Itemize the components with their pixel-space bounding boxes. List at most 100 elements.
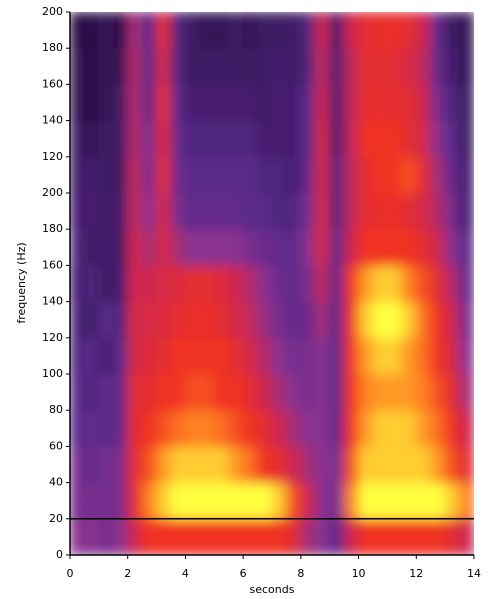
heatmap-cell bbox=[314, 156, 331, 194]
y-tick-label: 80 bbox=[49, 403, 63, 416]
heatmap-cell bbox=[112, 12, 129, 49]
y-tick-label: 120 bbox=[42, 150, 63, 163]
heatmap-cell bbox=[430, 192, 446, 230]
heatmap-cell bbox=[300, 301, 316, 339]
heatmap-cell bbox=[228, 47, 244, 85]
heatmap-cell bbox=[329, 156, 345, 194]
heatmap-cell bbox=[127, 228, 143, 266]
heatmap-cell bbox=[70, 518, 85, 555]
heatmap-cell bbox=[386, 518, 403, 555]
heatmap-cell bbox=[285, 373, 302, 411]
heatmap-cell bbox=[271, 445, 287, 484]
heatmap-cell bbox=[112, 156, 129, 194]
heatmap-cell bbox=[127, 47, 143, 85]
heatmap-cell bbox=[184, 373, 201, 411]
heatmap-cell bbox=[257, 482, 273, 520]
heatmap-cell bbox=[271, 301, 287, 339]
x-tick-label: 14 bbox=[467, 567, 481, 580]
heatmap-cell bbox=[83, 83, 100, 122]
y-tick-label: 20 bbox=[49, 512, 63, 525]
heatmap-cell bbox=[358, 409, 374, 447]
heatmap-cell bbox=[242, 192, 259, 230]
heatmap-cell bbox=[459, 83, 474, 122]
heatmap-cell bbox=[386, 445, 403, 484]
heatmap-cell bbox=[199, 409, 215, 447]
heatmap-cell bbox=[141, 264, 158, 303]
heatmap-cell bbox=[430, 409, 446, 447]
heatmap-cell bbox=[83, 373, 100, 411]
heatmap-cell bbox=[83, 445, 100, 484]
heatmap-cell bbox=[271, 192, 287, 230]
heatmap-cell bbox=[70, 445, 85, 484]
heatmap-cell bbox=[228, 228, 244, 266]
heatmap-cell bbox=[127, 518, 143, 555]
heatmap-cell bbox=[459, 482, 474, 520]
heatmap-cell bbox=[83, 337, 100, 375]
heatmap-cell bbox=[170, 83, 186, 122]
heatmap-cell bbox=[242, 83, 259, 122]
heatmap-cell bbox=[83, 264, 100, 303]
heatmap-cell bbox=[444, 264, 461, 303]
heatmap-cell bbox=[271, 12, 287, 49]
heatmap-cell bbox=[213, 156, 230, 194]
heatmap-cell bbox=[242, 228, 259, 266]
heatmap-cell bbox=[401, 120, 417, 158]
heatmap-cell bbox=[430, 228, 446, 266]
heatmap-cell bbox=[98, 120, 114, 158]
heatmap-cell bbox=[329, 47, 345, 85]
y-tick-label: 160 bbox=[42, 258, 63, 271]
heatmap-cell bbox=[112, 120, 129, 158]
heatmap-cell bbox=[156, 120, 172, 158]
heatmap-cell bbox=[228, 373, 244, 411]
heatmap-cell bbox=[415, 482, 432, 520]
heatmap-cell bbox=[156, 373, 172, 411]
heatmap-cell bbox=[401, 228, 417, 266]
heatmap-cell bbox=[228, 264, 244, 303]
heatmap-cell bbox=[300, 445, 316, 484]
heatmap-cell bbox=[271, 83, 287, 122]
heatmap-cell bbox=[70, 482, 85, 520]
heatmap-cell bbox=[199, 264, 215, 303]
heatmap-cell bbox=[430, 156, 446, 194]
heatmap-cell bbox=[271, 482, 287, 520]
heatmap-cell bbox=[141, 301, 158, 339]
heatmap-cell bbox=[184, 47, 201, 85]
heatmap-cell bbox=[343, 156, 360, 194]
heatmap-cell bbox=[415, 373, 432, 411]
heatmap-cell bbox=[444, 518, 461, 555]
heatmap-cell bbox=[314, 518, 331, 555]
heatmap-cell bbox=[430, 373, 446, 411]
heatmap-cell bbox=[401, 83, 417, 122]
heatmap-cell bbox=[329, 12, 345, 49]
heatmap-cell bbox=[459, 156, 474, 194]
heatmap-cell bbox=[257, 518, 273, 555]
heatmap-cell bbox=[242, 445, 259, 484]
heatmap-cell bbox=[70, 373, 85, 411]
heatmap-cell bbox=[242, 156, 259, 194]
heatmap-cell bbox=[127, 192, 143, 230]
heatmap-cell bbox=[70, 156, 85, 194]
heatmap-cell bbox=[343, 264, 360, 303]
heatmap-cell bbox=[271, 120, 287, 158]
heatmap-cell bbox=[127, 445, 143, 484]
heatmap-cell bbox=[343, 192, 360, 230]
heatmap-cell bbox=[170, 373, 186, 411]
heatmap-cell bbox=[141, 192, 158, 230]
heatmap-cell bbox=[184, 445, 201, 484]
heatmap-cell bbox=[271, 337, 287, 375]
heatmap-cell bbox=[170, 337, 186, 375]
heatmap-cell bbox=[83, 192, 100, 230]
heatmap-cell bbox=[228, 482, 244, 520]
heatmap-cell bbox=[170, 264, 186, 303]
heatmap-cell bbox=[213, 409, 230, 447]
heatmap-cell bbox=[430, 518, 446, 555]
heatmap-cell bbox=[112, 192, 129, 230]
heatmap-cell bbox=[372, 373, 388, 411]
heatmap-cell bbox=[300, 264, 316, 303]
heatmap-cell bbox=[156, 409, 172, 447]
heatmap-cell bbox=[444, 482, 461, 520]
x-tick-label: 12 bbox=[409, 567, 423, 580]
heatmap-cell bbox=[415, 301, 432, 339]
heatmap-cell bbox=[386, 12, 403, 49]
